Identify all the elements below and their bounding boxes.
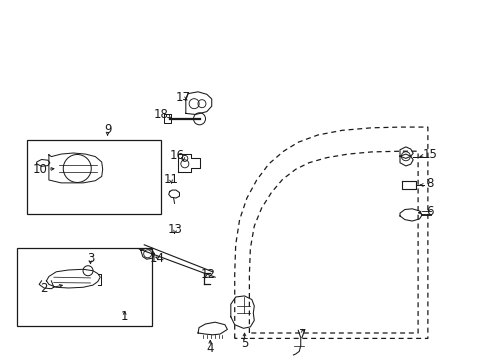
Text: 14: 14 — [150, 252, 164, 265]
Text: 16: 16 — [169, 149, 184, 162]
Bar — [17, 248, 151, 326]
Text: 5: 5 — [240, 337, 248, 350]
Text: 15: 15 — [422, 148, 437, 161]
Text: 11: 11 — [163, 173, 178, 186]
Text: 13: 13 — [167, 223, 182, 236]
Text: 1: 1 — [121, 310, 128, 323]
Text: 9: 9 — [103, 123, 111, 136]
Text: 2: 2 — [40, 282, 48, 294]
Text: 3: 3 — [86, 252, 94, 265]
Text: 17: 17 — [176, 91, 190, 104]
Text: 4: 4 — [206, 342, 214, 355]
Text: 8: 8 — [426, 177, 433, 190]
Text: 7: 7 — [299, 328, 306, 341]
Text: 6: 6 — [426, 205, 433, 218]
Text: 12: 12 — [200, 268, 215, 281]
Bar — [27, 140, 161, 214]
Text: 10: 10 — [33, 163, 47, 176]
Text: 18: 18 — [154, 108, 168, 121]
